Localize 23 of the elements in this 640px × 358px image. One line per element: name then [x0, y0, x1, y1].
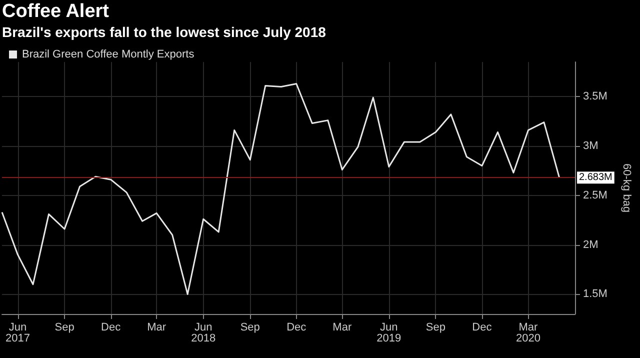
x-tick-label: Jun 2018: [191, 322, 216, 344]
x-tick-label: Mar: [147, 322, 166, 334]
chart-subtitle: Brazil's exports fall to the lowest since July 2018: [2, 24, 326, 40]
chart-title: Coffee Alert: [2, 1, 110, 22]
y-tick-label: 2M: [583, 238, 598, 251]
legend-label: Brazil Green Coffee Montly Exports: [22, 48, 195, 60]
x-tick-label: Sep: [426, 322, 446, 334]
y-axis-title: 60-kg bag: [620, 164, 632, 212]
ref-line-label: 2.683M: [579, 172, 612, 184]
x-tick-label: Sep: [54, 322, 74, 334]
y-tick-label: 3M: [583, 140, 598, 152]
y-tick-label: 3.5M: [583, 90, 608, 103]
x-tick-label: Dec: [286, 322, 307, 334]
x-tick-label: Mar 2020: [516, 322, 540, 344]
x-tick-label: Jun 2019: [376, 322, 402, 344]
x-tick-label: Sep: [240, 322, 260, 334]
line-series: [1, 82, 560, 295]
y-tick-label: 1.5M: [583, 288, 608, 300]
x-tick-label: Mar: [332, 322, 352, 334]
y-tick-label: 2.5M: [583, 189, 608, 202]
x-tick-label: Jun 2017: [6, 322, 30, 344]
x-tick-label: Dec: [472, 322, 492, 334]
x-tick-label: Dec: [101, 322, 122, 334]
